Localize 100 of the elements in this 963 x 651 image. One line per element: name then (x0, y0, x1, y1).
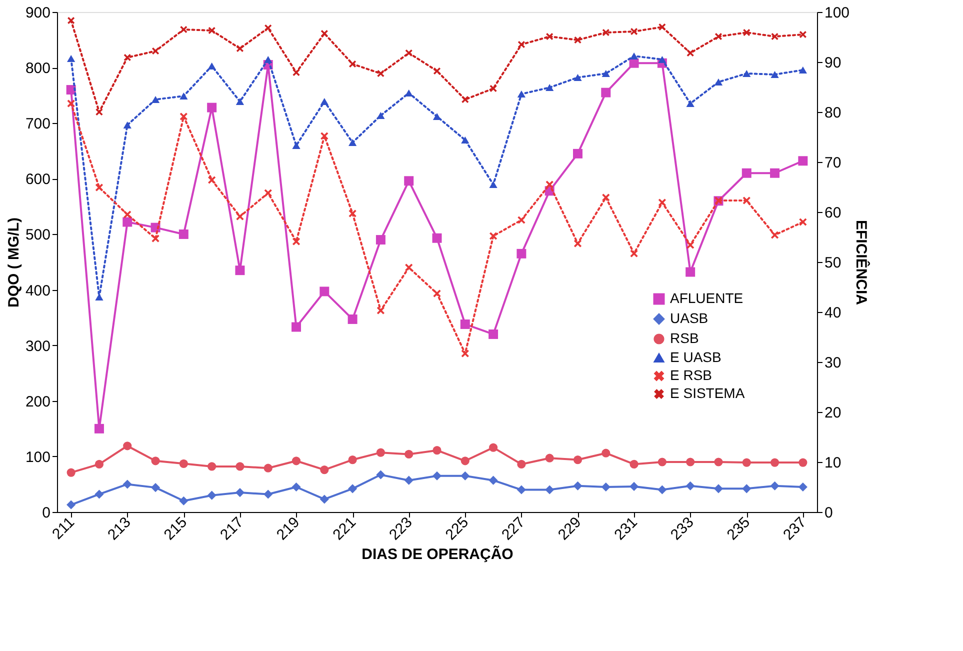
x-tick-label: 223 (386, 514, 416, 544)
point (94, 460, 104, 469)
point (516, 248, 526, 258)
x-tick-label: 229 (554, 514, 585, 544)
point (574, 74, 582, 82)
point (488, 443, 498, 452)
point (264, 490, 273, 499)
point (546, 180, 554, 188)
point (320, 465, 329, 474)
point (348, 455, 357, 464)
x-tick-label: 221 (330, 514, 360, 544)
x-tick-label: 219 (273, 514, 304, 544)
point (461, 350, 469, 358)
point (686, 241, 694, 249)
x-tick-label: 213 (104, 514, 134, 544)
point (208, 176, 216, 184)
point (714, 458, 723, 466)
x-tick-label: 233 (667, 514, 698, 544)
point (178, 229, 188, 239)
point (292, 142, 300, 150)
point (630, 482, 639, 491)
point (799, 30, 806, 38)
x-tick-label: 225 (442, 514, 472, 544)
legend-label: E RSB (670, 367, 712, 383)
y-tick-label: 700 (25, 116, 50, 133)
point (516, 485, 526, 494)
point (377, 70, 384, 78)
point (770, 70, 779, 78)
point (545, 485, 554, 494)
x-tick-label: 211 (49, 514, 78, 543)
y-tick-label: 0 (42, 504, 50, 522)
point (235, 266, 245, 276)
point (686, 267, 696, 277)
x-tick-label: 217 (217, 514, 247, 544)
point (432, 471, 442, 480)
point (376, 448, 386, 457)
point (207, 490, 216, 500)
point (714, 78, 723, 86)
legend-label: E SISTEMA (670, 385, 746, 401)
point (94, 424, 104, 434)
y-tick-label: 800 (25, 60, 50, 78)
legend-label: UASB (670, 310, 708, 326)
point (658, 458, 666, 466)
point (348, 314, 358, 324)
y2-tick-label: 100 (824, 4, 850, 22)
point (68, 16, 75, 24)
point (574, 240, 582, 248)
point (714, 32, 722, 40)
point (488, 329, 498, 339)
point (264, 24, 272, 32)
point (798, 458, 808, 467)
point (151, 456, 160, 466)
legend-label: AFLUENTE (670, 290, 744, 306)
y2-tick-label: 80 (824, 104, 842, 122)
point (179, 496, 188, 506)
point (179, 459, 188, 468)
y-axis-title: DQO ( MG/L) (5, 218, 22, 308)
point (601, 482, 610, 492)
point (545, 454, 554, 462)
point (742, 70, 751, 78)
point (94, 490, 104, 499)
point (180, 92, 188, 100)
point (236, 212, 244, 220)
y-tick-label: 200 (25, 393, 50, 410)
point (686, 481, 695, 490)
point (686, 458, 695, 466)
point (66, 468, 76, 477)
point (292, 322, 302, 332)
point (517, 460, 526, 469)
point (686, 49, 694, 57)
point (686, 100, 694, 108)
point (518, 216, 526, 224)
point (320, 132, 328, 140)
y2-tick-label: 70 (824, 154, 842, 172)
y2-tick-label: 0 (824, 504, 833, 522)
y2-tick-label: 60 (824, 204, 842, 222)
point (235, 488, 244, 498)
y2-tick-label: 90 (824, 54, 842, 72)
point (742, 196, 750, 204)
point (96, 108, 103, 116)
y-tick-label: 400 (25, 282, 50, 300)
point (405, 49, 412, 57)
point (376, 112, 385, 120)
point (714, 484, 724, 494)
y-tick-label: 500 (25, 226, 50, 244)
point (292, 482, 301, 492)
point (404, 450, 414, 459)
point (489, 232, 498, 240)
point (320, 30, 328, 38)
point (150, 483, 160, 492)
point (208, 26, 216, 34)
point (742, 458, 751, 467)
point (630, 28, 638, 36)
y2-tick-label: 30 (824, 354, 842, 372)
y2-tick-label: 50 (824, 254, 842, 272)
point (208, 462, 216, 471)
point (66, 500, 76, 510)
point (432, 446, 442, 455)
point (602, 448, 610, 458)
point (349, 60, 356, 68)
